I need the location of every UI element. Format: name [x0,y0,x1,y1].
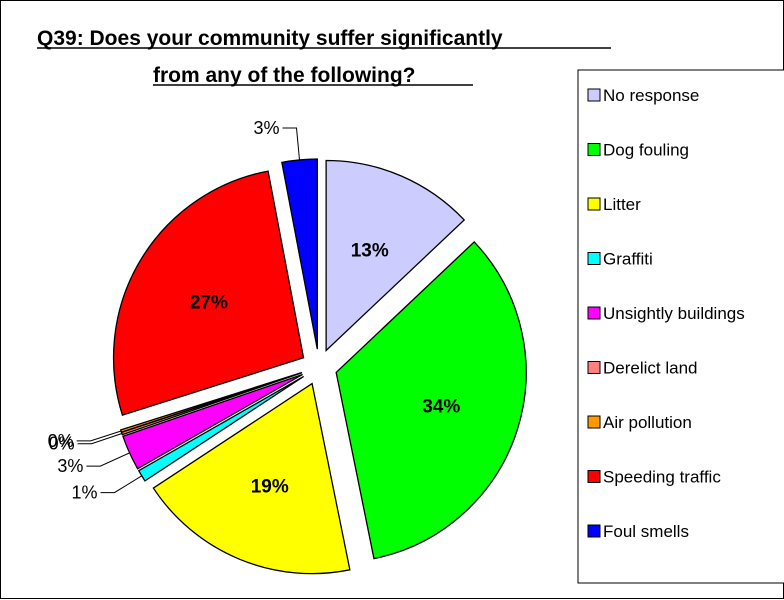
legend-label-dog-fouling: Dog fouling [603,141,689,160]
slice-label-litter: 19% [251,476,289,497]
legend-swatch-no-response [587,88,601,102]
legend-swatch-foul-smells [587,524,601,538]
slice-label-foul-smells: 3% [253,118,279,138]
pie-slices [112,158,527,575]
legend-swatch-derelict-land [587,361,601,374]
legend-swatch-unsightly-buildings [587,306,601,320]
leader-line-graffiti [100,475,143,494]
legend-label-air-pollution: Air pollution [603,413,692,432]
slice-label-no-response: 13% [351,240,389,261]
leader-line-derelict-land [77,433,123,445]
legend-swatch-graffiti [587,252,601,265]
pie-slice-speeding-traffic [112,170,305,416]
leader-lines [76,127,301,494]
slice-label-air-pollution: 0% [48,431,74,451]
legend-swatch-speeding-traffic [587,470,601,483]
leader-line-foul-smells [282,127,301,160]
slice-labels: 13%34%19%1%3%0%0%27%3% [48,118,461,503]
legend-swatch-litter [587,197,601,211]
chart-title: Q39: Does your community suffer signific… [37,27,611,87]
chart-title-line2: from any of the following? [153,64,415,87]
leader-line-unsightly-buildings [86,452,130,467]
pie-slice-litter [152,382,351,575]
legend: No response Dog fouling Litter Graffiti Unsi… [577,69,784,584]
slice-label-derelict-land: 0% [49,434,75,454]
slice-label-speeding-traffic: 27% [190,292,228,313]
pie-slice-graffiti [137,375,305,482]
legend-label-unsightly-buildings: Unsightly buildings [603,304,745,323]
leader-line-air-pollution [76,430,122,442]
pie-slice-dog-fouling [335,241,527,560]
slice-label-graffiti: 1% [71,483,97,503]
pie-slice-air-pollution [119,371,303,433]
legend-swatch-dog-fouling [587,143,601,156]
legend-label-speeding-traffic: Speeding traffic [603,468,721,487]
pie-slice-no-response [325,159,466,352]
legend-label-graffiti: Graffiti [603,250,653,269]
legend-label-foul-smells: Foul smells [603,522,689,541]
legend-label-no-response: No response [603,86,699,105]
slice-label-dog-fouling: 34% [422,397,460,418]
legend-swatch-air-pollution [587,415,601,429]
slice-label-unsightly-buildings: 3% [57,456,83,476]
legend-label-derelict-land: Derelict land [603,359,698,378]
legend-label-litter: Litter [603,195,641,214]
legend-box [577,69,784,584]
chart-title-line1: Q39: Does your community suffer signific… [37,27,503,50]
